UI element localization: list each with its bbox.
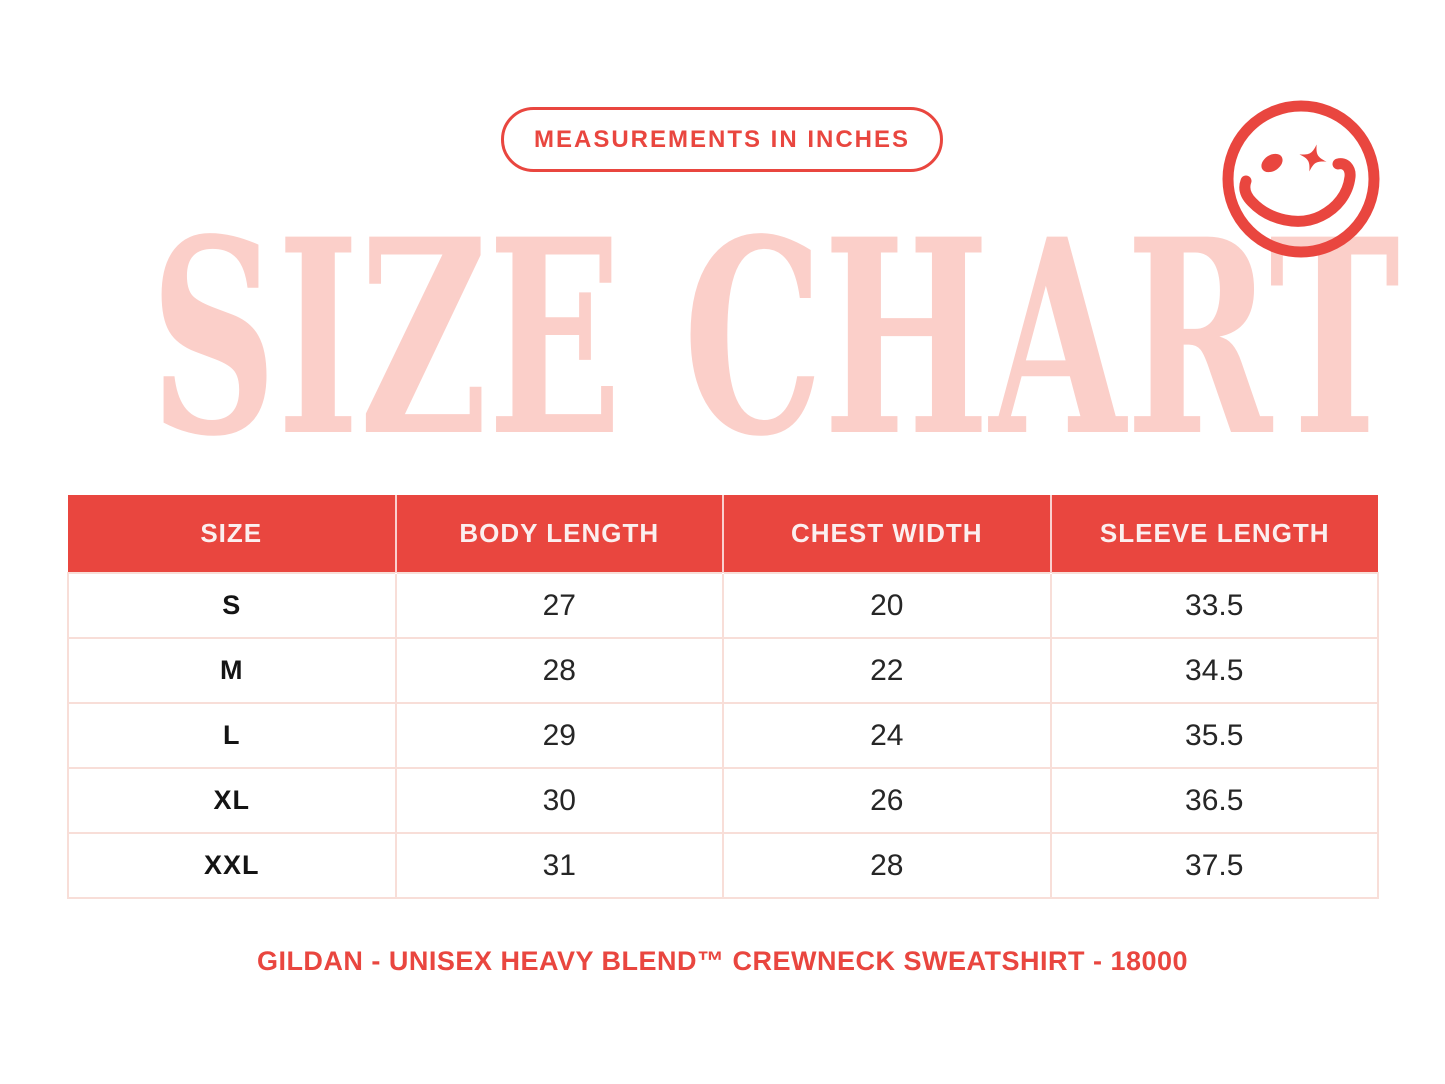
table-row-m: M 28 22 34.5 bbox=[67, 637, 1379, 704]
header-size: SIZE bbox=[68, 495, 397, 573]
cell-body-length: 30 bbox=[394, 767, 724, 834]
smiley-left-eye bbox=[1261, 153, 1283, 173]
cell-sleeve-length: 33.5 bbox=[1049, 572, 1379, 639]
header-sleeve-length: SLEEVE LENGTH bbox=[1050, 495, 1378, 573]
cell-chest-width: 22 bbox=[722, 637, 1052, 704]
cell-sleeve-length: 36.5 bbox=[1049, 767, 1379, 834]
smiley-sparkle-eye bbox=[1299, 144, 1327, 172]
cell-body-length: 28 bbox=[394, 637, 724, 704]
cell-body-length: 31 bbox=[394, 832, 724, 899]
cell-body-length: 27 bbox=[394, 572, 724, 639]
table-row-s: S 27 20 33.5 bbox=[67, 572, 1379, 639]
page-title-text: SIZE CHART bbox=[150, 181, 1400, 470]
table-header-row: SIZE BODY LENGTH CHEST WIDTH SLEEVE LENG… bbox=[68, 495, 1378, 573]
table-row-l: L 29 24 35.5 bbox=[67, 702, 1379, 769]
measurements-badge: MEASUREMENTS IN INCHES bbox=[500, 107, 944, 172]
header-body-length: BODY LENGTH bbox=[395, 495, 724, 573]
cell-size: S bbox=[67, 572, 397, 639]
cell-size: XXL bbox=[67, 832, 397, 899]
page-title: SIZE CHART bbox=[150, 181, 1400, 470]
cell-sleeve-length: 35.5 bbox=[1049, 702, 1379, 769]
winking-smiley-icon bbox=[1222, 100, 1380, 258]
cell-chest-width: 20 bbox=[722, 572, 1052, 639]
cell-size: L bbox=[67, 702, 397, 769]
header-chest-width: CHEST WIDTH bbox=[723, 495, 1052, 573]
cell-sleeve-length: 37.5 bbox=[1049, 832, 1379, 899]
cell-chest-width: 28 bbox=[722, 832, 1052, 899]
table-row-xxl: XXL 31 28 37.5 bbox=[67, 832, 1379, 899]
cell-size: XL bbox=[67, 767, 397, 834]
smiley-outline bbox=[1222, 100, 1380, 258]
cell-chest-width: 24 bbox=[722, 702, 1052, 769]
table-row-xl: XL 30 26 36.5 bbox=[67, 767, 1379, 834]
cell-chest-width: 26 bbox=[722, 767, 1052, 834]
size-table: SIZE BODY LENGTH CHEST WIDTH SLEEVE LENG… bbox=[67, 495, 1379, 899]
product-caption: GILDAN - UNISEX HEAVY BLEND™ CREWNECK SW… bbox=[256, 946, 1189, 976]
measurements-badge-label: MEASUREMENTS IN INCHES bbox=[533, 125, 911, 153]
cell-size: M bbox=[67, 637, 397, 704]
smiley-smile bbox=[1239, 158, 1356, 227]
cell-sleeve-length: 34.5 bbox=[1049, 637, 1379, 704]
cell-body-length: 29 bbox=[394, 702, 724, 769]
